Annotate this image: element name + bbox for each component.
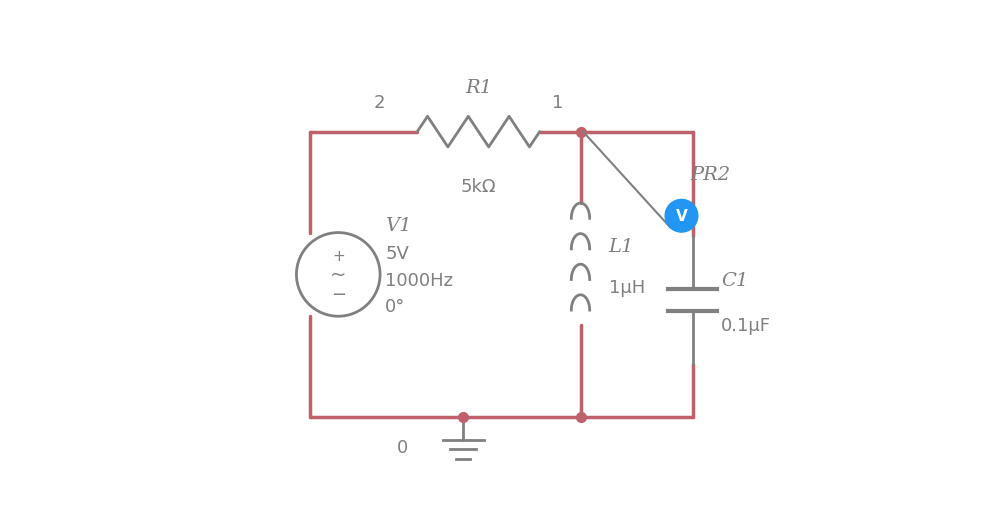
Text: R1: R1 [465,79,492,97]
Text: 1: 1 [551,94,563,112]
Text: PR2: PR2 [690,165,730,183]
Text: −: − [331,286,346,304]
Text: 1μH: 1μH [609,278,645,297]
Text: 2: 2 [373,94,385,112]
Text: 0.1μF: 0.1μF [721,317,771,335]
Text: V1: V1 [385,217,411,235]
Text: C1: C1 [721,271,748,289]
Text: +: + [332,248,345,264]
Circle shape [665,200,698,233]
Text: ~: ~ [330,265,347,285]
Text: 5kΩ: 5kΩ [461,178,496,196]
Text: 5V
1000Hz
0°: 5V 1000Hz 0° [385,245,454,315]
Text: L1: L1 [609,238,634,256]
Text: 0: 0 [396,438,407,456]
Text: V: V [675,209,687,224]
